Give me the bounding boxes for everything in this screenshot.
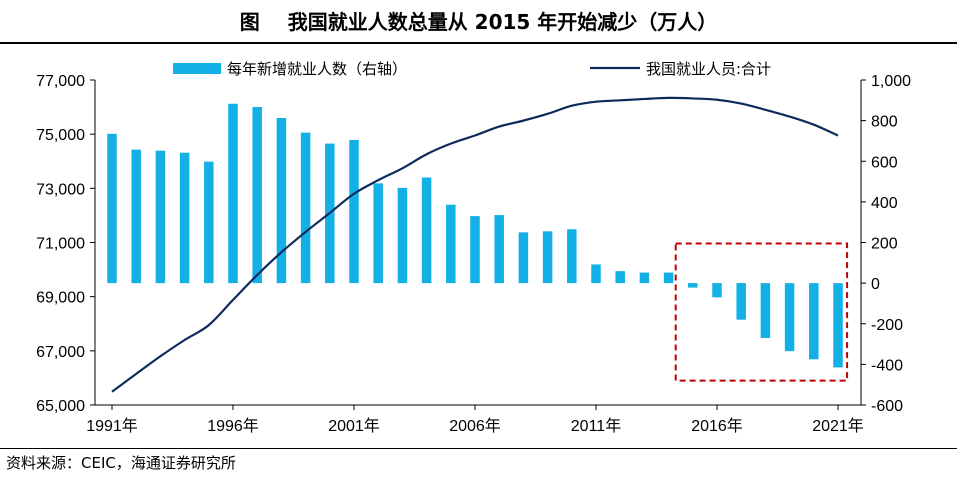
bar [179, 152, 190, 284]
bar [349, 139, 359, 284]
chart-title: 图 我国就业人数总量从 2015 年开始减少（万人） [0, 0, 957, 40]
y-right-tick-label: -200 [871, 317, 903, 334]
bar [252, 107, 262, 284]
x-tick-label: 2021年 [812, 417, 864, 435]
bar [373, 183, 383, 284]
y-left-tick-label: 71,000 [36, 236, 85, 253]
bar [518, 232, 529, 284]
axes: 65,000 67,000 69,000 71,000 73,000 75,000 77,0… [36, 73, 911, 435]
bar [712, 283, 722, 298]
bar [688, 283, 698, 288]
employment-line [111, 96, 839, 393]
y-left-tick-label: 73,000 [36, 181, 85, 198]
bar [276, 117, 287, 284]
bar [760, 283, 771, 338]
bar [784, 283, 795, 352]
line-series [111, 96, 839, 393]
figure-title: 我国就业人数总量从 2015 年开始减少（万人） [287, 9, 718, 34]
x-tick-label: 2011年 [571, 417, 621, 435]
bar [470, 216, 480, 284]
highlight-rect [674, 242, 849, 382]
y-left-tick-label: 65,000 [36, 398, 85, 415]
legend-bar-swatch [173, 63, 221, 74]
bar [107, 133, 117, 284]
bar [809, 283, 819, 360]
y-right-tick-label: -400 [871, 357, 903, 374]
bar [542, 231, 553, 284]
bar [131, 149, 141, 284]
y-right-tick-label: 1,000 [871, 73, 911, 90]
legend-bar-label: 每年新增就业人数（右轴） [227, 60, 407, 78]
x-tick-label: 2001年 [328, 417, 380, 435]
y-right-tick-label: 0 [871, 276, 880, 293]
bar [228, 103, 238, 284]
bar-series [107, 103, 843, 368]
bar [736, 283, 746, 320]
y-left-tick-label: 69,000 [36, 290, 85, 307]
x-tick-label: 2016年 [691, 417, 743, 435]
y-left-tick-label: 67,000 [36, 344, 85, 361]
bar [155, 150, 166, 284]
y-right-tick-label: 200 [871, 236, 898, 253]
bar [591, 264, 601, 284]
legend-line-label: 我国就业人员:合计 [646, 60, 771, 78]
bar [494, 215, 504, 284]
y-right-tick-label: -600 [871, 398, 903, 415]
x-tick-label: 1996年 [207, 417, 259, 435]
y-left-tick-label: 75,000 [36, 127, 85, 144]
top-rule [0, 42, 957, 44]
figure-tag: 图 [239, 9, 260, 34]
bar [300, 132, 311, 284]
bar [639, 272, 650, 284]
bar [204, 161, 214, 284]
bar [663, 272, 674, 284]
highlight-box [674, 242, 849, 382]
x-tick-label: 1991年 [86, 417, 138, 435]
source-note: 资料来源：CEIC，海通证券研究所 [6, 454, 236, 472]
bar [421, 177, 432, 284]
bottom-rule [0, 448, 957, 449]
y-right-tick-label: 800 [871, 114, 898, 131]
bar [615, 271, 625, 284]
bar [397, 187, 408, 284]
legend: 每年新增就业人数（右轴） 我国就业人员:合计 [173, 60, 771, 78]
bar [833, 283, 843, 368]
y-right-tick-label: 600 [871, 154, 898, 171]
bar [567, 229, 577, 284]
y-left-tick-label: 77,000 [36, 73, 85, 90]
x-tick-label: 2006年 [449, 417, 501, 435]
y-right-tick-label: 400 [871, 195, 898, 212]
bar [446, 204, 456, 284]
